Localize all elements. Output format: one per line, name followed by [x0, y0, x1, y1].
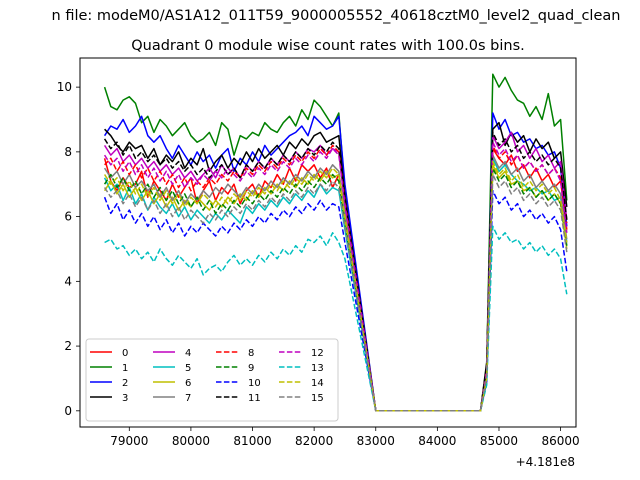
- legend-label-7: 7: [185, 393, 191, 404]
- series-line-5: [103, 157, 568, 412]
- legend-label-10: 10: [248, 378, 261, 389]
- series-line-9: [103, 167, 568, 412]
- legend-label-9: 9: [248, 363, 254, 374]
- plot-frame: [79, 57, 577, 428]
- series-line-0: [103, 147, 568, 412]
- x-tick-label: 86000: [542, 434, 580, 448]
- x-tick-label: 84000: [418, 434, 456, 448]
- series-line-7: [103, 154, 568, 412]
- y-tick-label: 10: [57, 80, 72, 94]
- series-line-6: [103, 164, 568, 412]
- legend-label-3: 3: [122, 393, 128, 404]
- legend-frame: [85, 338, 339, 422]
- series-line-2: [103, 112, 568, 412]
- legend-label-14: 14: [311, 378, 324, 389]
- legend-label-8: 8: [248, 348, 254, 359]
- figure-suptitle: n file: modeM0/AS1A12_011T59_9000005552_…: [52, 8, 621, 24]
- legend-label-13: 13: [311, 363, 324, 374]
- legend-label-1: 1: [122, 363, 128, 374]
- series-line-15: [103, 173, 568, 412]
- series-line-13: [104, 225, 568, 412]
- legend-label-0: 0: [122, 348, 128, 359]
- legend-label-2: 2: [122, 378, 128, 389]
- legend-label-15: 15: [311, 393, 324, 404]
- x-tick-label: 80000: [172, 434, 210, 448]
- x-tick-label: 82000: [295, 434, 333, 448]
- series-line-10: [103, 189, 568, 412]
- legend-label-12: 12: [311, 348, 324, 359]
- series-line-3: [104, 121, 568, 412]
- y-tick-label: 8: [64, 145, 72, 159]
- legend-label-6: 6: [185, 378, 191, 389]
- y-axis: 0 2 4 6 8 10: [57, 80, 80, 418]
- x-offset-label: +4.181e8: [516, 455, 575, 469]
- series-line-14: [103, 160, 568, 412]
- y-tick-label: 6: [64, 210, 72, 224]
- legend-label-11: 11: [248, 393, 261, 404]
- chart-title: Quadrant 0 module wise count rates with …: [131, 38, 525, 54]
- x-tick-label: 83000: [357, 434, 395, 448]
- series-layer: [103, 73, 568, 412]
- x-tick-label: 85000: [480, 434, 518, 448]
- series-line-11: [103, 131, 568, 412]
- series-line-1: [103, 73, 568, 412]
- series-line-12: [103, 141, 568, 412]
- legend-label-4: 4: [185, 348, 191, 359]
- y-tick-label: 2: [64, 339, 72, 353]
- series-line-8: [104, 144, 568, 412]
- x-tick-label: 81000: [233, 434, 271, 448]
- x-axis: 79000 80000 81000 82000 83000 84000 85000 86000: [110, 427, 580, 448]
- x-tick-label: 79000: [110, 434, 148, 448]
- y-tick-label: 4: [64, 274, 72, 288]
- series-line-4: [103, 131, 568, 412]
- legend-label-5: 5: [185, 363, 191, 374]
- y-tick-label: 0: [64, 404, 72, 418]
